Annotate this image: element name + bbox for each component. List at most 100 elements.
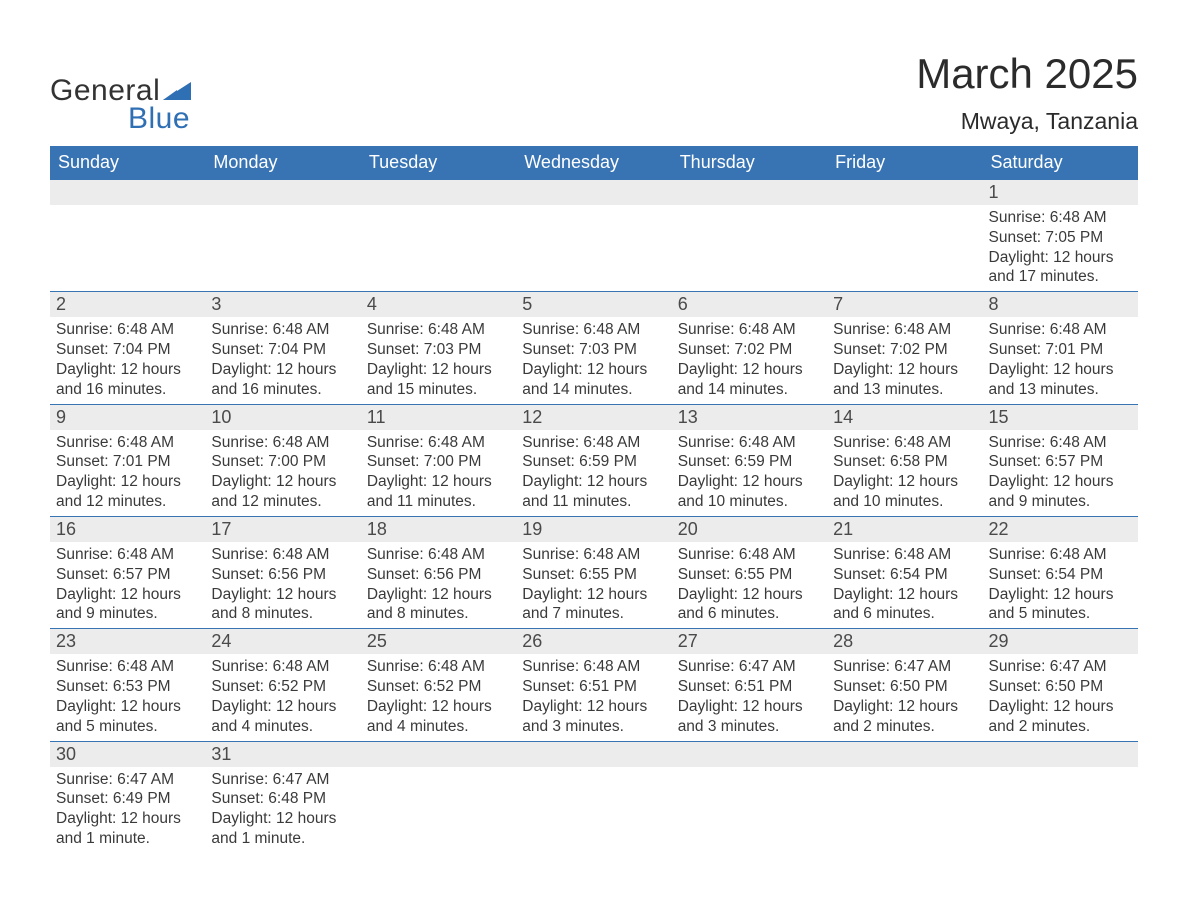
- sunrise-text: Sunrise: 6:48 AM: [211, 545, 354, 565]
- weekday-header: Monday: [205, 146, 360, 179]
- day-body: Sunrise: 6:48 AMSunset: 6:53 PMDaylight:…: [50, 654, 205, 740]
- daylight-text: Daylight: 12 hours and 12 minutes.: [211, 472, 354, 512]
- sunrise-text: Sunrise: 6:47 AM: [989, 657, 1132, 677]
- day-number: 4: [361, 292, 516, 317]
- day-number: 7: [827, 292, 982, 317]
- sunset-text: Sunset: 6:59 PM: [522, 452, 665, 472]
- day-body: Sunrise: 6:48 AMSunset: 6:54 PMDaylight:…: [983, 542, 1138, 628]
- daylight-text: Daylight: 12 hours and 12 minutes.: [56, 472, 199, 512]
- day-number: 20: [672, 517, 827, 542]
- day-cell: 3Sunrise: 6:48 AMSunset: 7:04 PMDaylight…: [205, 291, 360, 403]
- day-cell: 14Sunrise: 6:48 AMSunset: 6:58 PMDayligh…: [827, 404, 982, 516]
- day-cell: 8Sunrise: 6:48 AMSunset: 7:01 PMDaylight…: [983, 291, 1138, 403]
- day-number: 22: [983, 517, 1138, 542]
- day-cell: 5Sunrise: 6:48 AMSunset: 7:03 PMDaylight…: [516, 291, 671, 403]
- daylight-text: Daylight: 12 hours and 4 minutes.: [211, 697, 354, 737]
- sunrise-text: Sunrise: 6:48 AM: [989, 545, 1132, 565]
- sunset-text: Sunset: 7:03 PM: [522, 340, 665, 360]
- sunset-text: Sunset: 6:57 PM: [56, 565, 199, 585]
- page-title: March 2025: [916, 50, 1138, 98]
- day-cell: 25Sunrise: 6:48 AMSunset: 6:52 PMDayligh…: [361, 628, 516, 740]
- sunrise-text: Sunrise: 6:48 AM: [56, 433, 199, 453]
- weeks-container: 1Sunrise: 6:48 AMSunset: 7:05 PMDaylight…: [50, 179, 1138, 853]
- weekday-header: Wednesday: [516, 146, 671, 179]
- day-body: [516, 767, 671, 774]
- day-number: [672, 180, 827, 205]
- daylight-text: Daylight: 12 hours and 3 minutes.: [522, 697, 665, 737]
- day-cell: 12Sunrise: 6:48 AMSunset: 6:59 PMDayligh…: [516, 404, 671, 516]
- daylight-text: Daylight: 12 hours and 8 minutes.: [367, 585, 510, 625]
- week-row: 2Sunrise: 6:48 AMSunset: 7:04 PMDaylight…: [50, 291, 1138, 403]
- weekday-header: Tuesday: [361, 146, 516, 179]
- day-number: [361, 180, 516, 205]
- sunrise-text: Sunrise: 6:48 AM: [211, 433, 354, 453]
- day-cell: [205, 179, 360, 291]
- sunset-text: Sunset: 6:50 PM: [989, 677, 1132, 697]
- sunrise-text: Sunrise: 6:47 AM: [211, 770, 354, 790]
- daylight-text: Daylight: 12 hours and 16 minutes.: [211, 360, 354, 400]
- day-cell: 28Sunrise: 6:47 AMSunset: 6:50 PMDayligh…: [827, 628, 982, 740]
- calendar: SundayMondayTuesdayWednesdayThursdayFrid…: [50, 146, 1138, 853]
- sunrise-text: Sunrise: 6:48 AM: [367, 545, 510, 565]
- page-subtitle: Mwaya, Tanzania: [916, 108, 1138, 135]
- day-number: 26: [516, 629, 671, 654]
- day-number: 5: [516, 292, 671, 317]
- sunrise-text: Sunrise: 6:48 AM: [678, 433, 821, 453]
- day-cell: 13Sunrise: 6:48 AMSunset: 6:59 PMDayligh…: [672, 404, 827, 516]
- sunrise-text: Sunrise: 6:48 AM: [367, 433, 510, 453]
- day-body: Sunrise: 6:48 AMSunset: 6:57 PMDaylight:…: [983, 430, 1138, 516]
- week-row: 23Sunrise: 6:48 AMSunset: 6:53 PMDayligh…: [50, 628, 1138, 740]
- day-cell: 17Sunrise: 6:48 AMSunset: 6:56 PMDayligh…: [205, 516, 360, 628]
- day-number: 9: [50, 405, 205, 430]
- day-cell: 10Sunrise: 6:48 AMSunset: 7:00 PMDayligh…: [205, 404, 360, 516]
- day-number: 16: [50, 517, 205, 542]
- day-cell: 4Sunrise: 6:48 AMSunset: 7:03 PMDaylight…: [361, 291, 516, 403]
- day-body: Sunrise: 6:47 AMSunset: 6:48 PMDaylight:…: [205, 767, 360, 853]
- sunrise-text: Sunrise: 6:47 AM: [678, 657, 821, 677]
- daylight-text: Daylight: 12 hours and 13 minutes.: [833, 360, 976, 400]
- daylight-text: Daylight: 12 hours and 2 minutes.: [833, 697, 976, 737]
- sunset-text: Sunset: 7:00 PM: [211, 452, 354, 472]
- sunset-text: Sunset: 6:55 PM: [678, 565, 821, 585]
- day-cell: 31Sunrise: 6:47 AMSunset: 6:48 PMDayligh…: [205, 741, 360, 853]
- day-number: [50, 180, 205, 205]
- day-cell: 7Sunrise: 6:48 AMSunset: 7:02 PMDaylight…: [827, 291, 982, 403]
- day-cell: 27Sunrise: 6:47 AMSunset: 6:51 PMDayligh…: [672, 628, 827, 740]
- day-number: 3: [205, 292, 360, 317]
- day-cell: [672, 741, 827, 853]
- day-cell: 16Sunrise: 6:48 AMSunset: 6:57 PMDayligh…: [50, 516, 205, 628]
- day-cell: [672, 179, 827, 291]
- day-cell: 20 Sunrise: 6:48 AMSunset: 6:55 PMDayligh…: [672, 516, 827, 628]
- daylight-text: Daylight: 12 hours and 6 minutes.: [678, 585, 821, 625]
- sunset-text: Sunset: 7:00 PM: [367, 452, 510, 472]
- sunrise-text: Sunrise: 6:48 AM: [522, 320, 665, 340]
- sunrise-text: Sunrise: 6:48 AM: [678, 545, 821, 565]
- day-body: Sunrise: 6:47 AMSunset: 6:49 PMDaylight:…: [50, 767, 205, 853]
- sunset-text: Sunset: 6:54 PM: [833, 565, 976, 585]
- day-number: 12: [516, 405, 671, 430]
- sunrise-text: Sunrise: 6:48 AM: [56, 320, 199, 340]
- day-cell: [516, 741, 671, 853]
- day-cell: 29Sunrise: 6:47 AMSunset: 6:50 PMDayligh…: [983, 628, 1138, 740]
- sunset-text: Sunset: 6:56 PM: [367, 565, 510, 585]
- day-cell: 30Sunrise: 6:47 AMSunset: 6:49 PMDayligh…: [50, 741, 205, 853]
- day-body: [361, 205, 516, 212]
- sunrise-text: Sunrise: 6:48 AM: [989, 208, 1132, 228]
- day-number: 1: [983, 180, 1138, 205]
- sunrise-text: Sunrise: 6:48 AM: [833, 320, 976, 340]
- sunrise-text: Sunrise: 6:48 AM: [522, 545, 665, 565]
- logo: General Blue: [50, 50, 191, 136]
- sunset-text: Sunset: 6:52 PM: [211, 677, 354, 697]
- day-body: Sunrise: 6:48 AMSunset: 6:56 PMDaylight:…: [361, 542, 516, 628]
- sunrise-text: Sunrise: 6:48 AM: [367, 657, 510, 677]
- day-body: Sunrise: 6:47 AMSunset: 6:50 PMDaylight:…: [827, 654, 982, 740]
- day-body: [672, 767, 827, 774]
- daylight-text: Daylight: 12 hours and 11 minutes.: [522, 472, 665, 512]
- sunrise-text: Sunrise: 6:48 AM: [56, 657, 199, 677]
- day-body: [672, 205, 827, 212]
- day-cell: 23Sunrise: 6:48 AMSunset: 6:53 PMDayligh…: [50, 628, 205, 740]
- daylight-text: Daylight: 12 hours and 1 minute.: [56, 809, 199, 849]
- day-body: Sunrise: 6:48 AMSunset: 7:04 PMDaylight:…: [50, 317, 205, 403]
- day-cell: 11Sunrise: 6:48 AMSunset: 7:00 PMDayligh…: [361, 404, 516, 516]
- day-body: [516, 205, 671, 212]
